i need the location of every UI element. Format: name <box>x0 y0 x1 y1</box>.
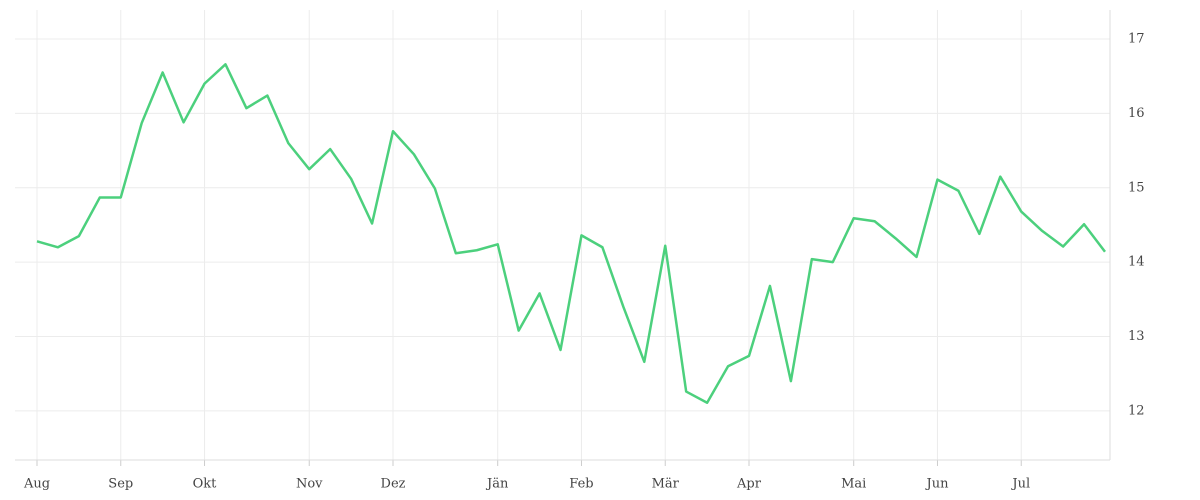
y-tick-label: 14 <box>1128 255 1145 270</box>
x-tick-label: Aug <box>23 477 50 492</box>
x-tick-label: Dez <box>381 477 406 492</box>
x-tick-label: Jän <box>485 477 509 492</box>
x-tick-label: Okt <box>193 477 218 492</box>
x-tick-label: Mai <box>841 477 866 492</box>
x-tick-label: Jul <box>1010 477 1030 492</box>
x-tick-label: Jun <box>924 477 949 492</box>
y-tick-label: 15 <box>1128 180 1145 195</box>
x-tick-label: Feb <box>569 477 593 492</box>
x-tick-label: Sep <box>108 477 133 492</box>
line <box>36 63 1106 404</box>
y-tick-label: 16 <box>1128 106 1145 121</box>
x-tick-label: Mär <box>652 477 680 492</box>
x-tick-label: Nov <box>296 477 323 492</box>
y-tick-label: 13 <box>1128 329 1145 344</box>
x-tick-label: Apr <box>736 477 762 492</box>
y-tick-label: 17 <box>1128 32 1145 47</box>
y-tick-label: 12 <box>1128 403 1145 418</box>
